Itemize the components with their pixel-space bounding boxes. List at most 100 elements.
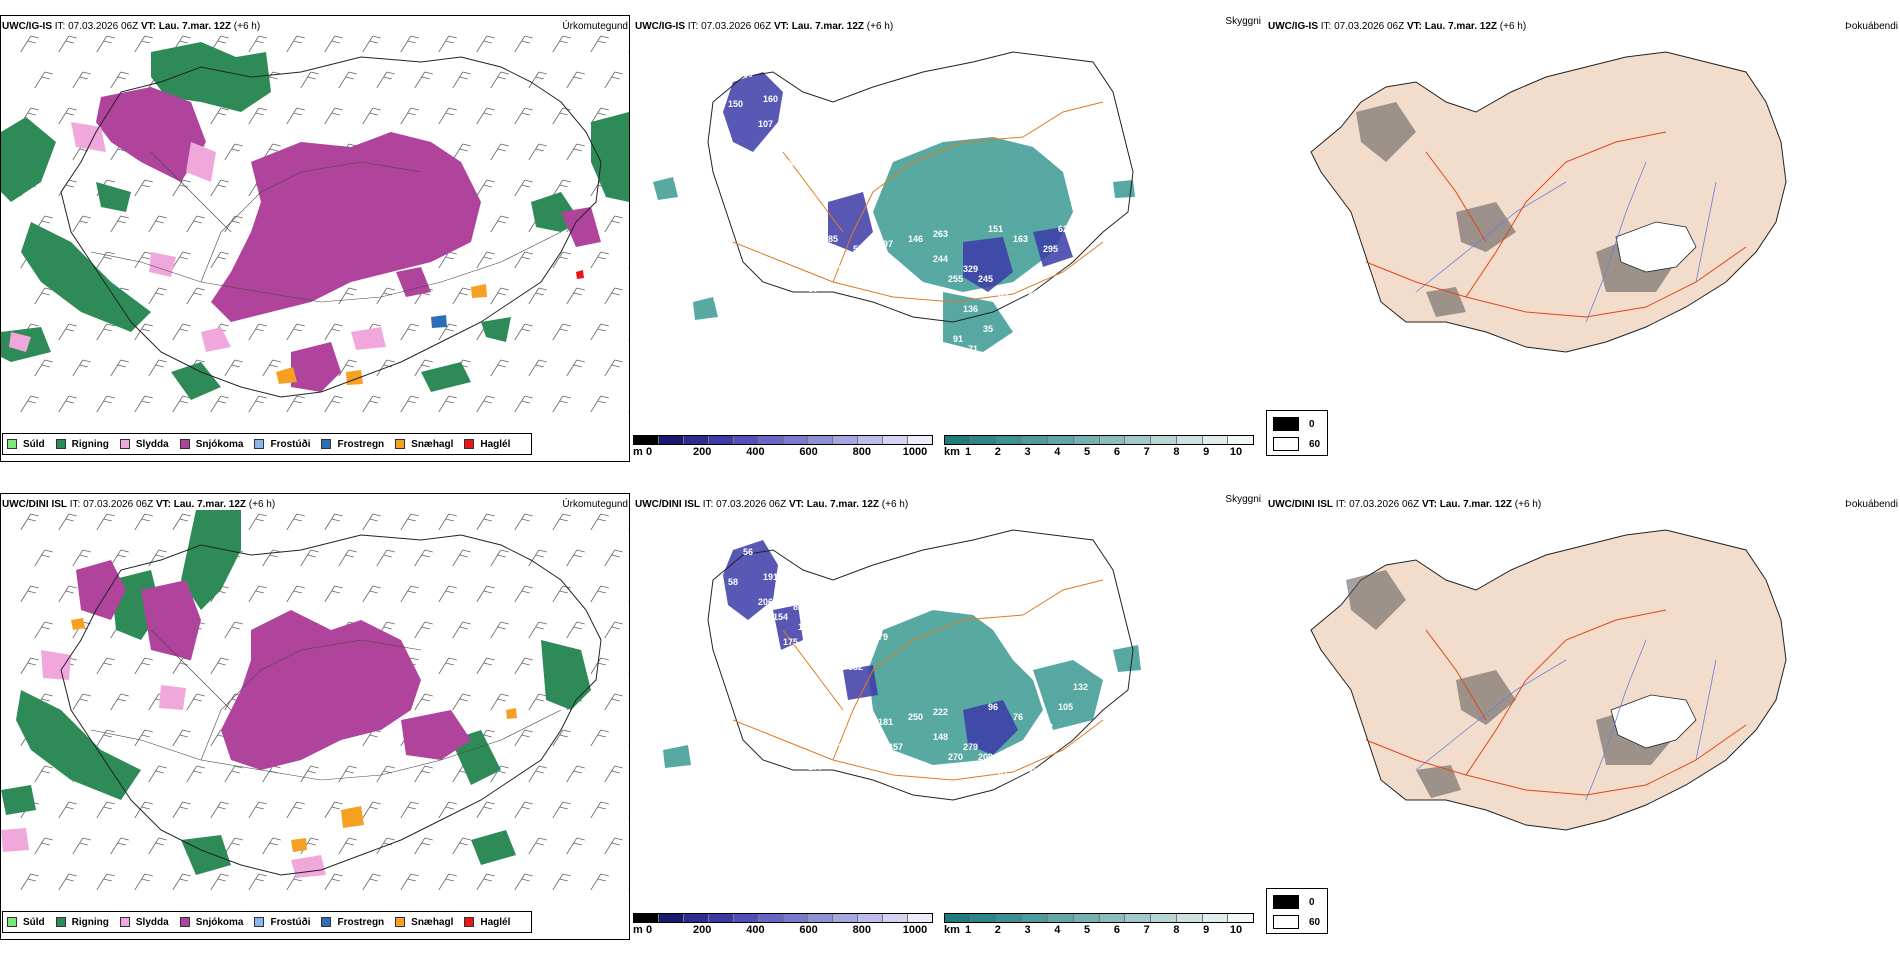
vt-label: VT:: [155, 499, 171, 510]
ceiling-label: 182: [853, 314, 868, 324]
coastline: [707, 51, 1134, 323]
ceiling-label: 83: [963, 782, 973, 792]
legend-swatch: [254, 439, 265, 449]
ceiling-label: 139: [983, 802, 998, 812]
ceiling-label: 532: [848, 662, 863, 672]
ceiling-label: 91: [933, 802, 943, 812]
ceiling-label: 57: [853, 244, 863, 254]
colorbar-tick-label: 200: [693, 446, 712, 458]
hail-areas: [576, 270, 584, 279]
fog-swatch: [1273, 915, 1299, 929]
rivers: [1415, 161, 1717, 323]
height-ticks: 0 200 400 600 800 1000: [633, 924, 933, 938]
panel-title: UWC/DINI ISL IT: 07.03.2026 06Z VT: Lau.…: [1268, 499, 1541, 510]
ceiling-label: 352: [798, 144, 813, 154]
colorbar-segment: [970, 436, 997, 444]
vt-value: Lau. 7.mar. 12Z: [158, 21, 232, 32]
colorbar-segment: [783, 436, 809, 444]
fog-swatch: [1273, 895, 1299, 909]
roads: [90, 629, 562, 781]
ceiling-label: 279: [963, 742, 978, 752]
lead-time: (+6 h): [1499, 21, 1527, 32]
fog-legend-label: 60: [1309, 438, 1321, 450]
colorbar-tick-label: 4: [1054, 446, 1061, 458]
visibility-colorbar: [944, 435, 1254, 445]
ceiling-label: 177: [808, 762, 823, 772]
visibility-ticks: 1 2 3 4 5 6 7 8 9 10: [944, 446, 1254, 460]
fog-legend-label: 0: [1309, 418, 1315, 430]
ceiling-label: 105: [1058, 702, 1073, 712]
parameter-label: Þokuábendi: [1845, 499, 1898, 510]
colorbar-segment: [1176, 436, 1203, 444]
ceiling-label: 45: [933, 324, 943, 334]
colorbar-segment: [1125, 436, 1151, 444]
colorbar-tick-label: 5: [1084, 924, 1091, 936]
ceiling-label: 120: [773, 134, 788, 144]
ceiling-label: 139: [773, 229, 788, 239]
legend-hail: Haglél: [464, 439, 510, 450]
colorbar-tick-label: 4: [1054, 924, 1061, 936]
glacier-white: [1615, 221, 1697, 273]
colorbar-tick-label: 200: [693, 924, 712, 936]
legend-label: Snæhagl: [411, 916, 454, 928]
lead-time: (+6 h): [881, 499, 909, 510]
colorbar-tick-label: 3: [1024, 924, 1031, 936]
rivers: [1415, 639, 1717, 801]
fog-gray-areas: [1356, 102, 1676, 317]
legend-freezing-drizzle: Frostúði: [254, 439, 310, 450]
ceiling-label: 626: [1058, 224, 1073, 234]
legend-label: Frostregn: [337, 438, 385, 450]
legend-swatch: [7, 439, 17, 449]
ceiling-label: 176: [853, 722, 868, 732]
ceiling-label: 169: [808, 652, 823, 662]
ceiling-label: 96: [853, 792, 863, 802]
ceiling-label: 245: [978, 274, 993, 284]
legend-drizzle: Súld: [7, 439, 45, 450]
legend-snow: Snjókoma: [179, 438, 244, 450]
colorbar-segment: [1073, 436, 1100, 444]
colorbar-segment: [858, 436, 884, 444]
precip-type-map: [1, 510, 629, 891]
it-value: 07.03.2026 06Z: [701, 21, 772, 32]
forecast-row-ig: UWC/IG-IS IT: 07.03.2026 06Z VT: Lau. 7.…: [0, 0, 1900, 475]
ceiling-label: 2: [1103, 174, 1108, 184]
ceiling-label: 154: [773, 612, 788, 622]
parameter-label: Úrkomutegund: [562, 499, 628, 510]
colorbar-segment: [1202, 436, 1229, 444]
legend-label: Súld: [23, 916, 45, 928]
coastline: [60, 534, 602, 876]
precip-type-legend: Súld Rigning Slydda Snjókoma Frostúði Fr…: [2, 433, 532, 455]
ceiling-label: 179: [873, 632, 888, 642]
colorbar-segment: [1022, 914, 1048, 922]
ceiling-label: 77: [848, 184, 858, 194]
ceiling-label: 80: [743, 69, 753, 79]
fog-swatch: [1273, 437, 1299, 451]
colorbar-segment: [1022, 436, 1048, 444]
roads: [1365, 609, 1747, 796]
colorbar-tick-label: 400: [746, 446, 765, 458]
glacier-white: [1610, 694, 1697, 749]
legend-label: Frostúði: [270, 438, 311, 450]
panel-title: UWC/IG-IS IT: 07.03.2026 06Z VT: Lau. 7.…: [2, 21, 260, 32]
ceiling-label: 191: [763, 572, 778, 582]
legend-snow-pellets: Snæhagl: [395, 917, 453, 928]
height-ticks: 0 200 400 600 800 1000: [633, 446, 933, 460]
legend-sleet: Slydda: [119, 438, 169, 450]
lead-time: (+6 h): [248, 499, 276, 510]
ceiling-label: 121: [838, 742, 853, 752]
fog-legend: 0 60: [1266, 888, 1328, 934]
model-name: UWC/IG-IS: [1268, 21, 1318, 32]
colorbar-segment: [1151, 436, 1177, 444]
rain-areas: [1, 510, 591, 875]
colorbar-segment: [1125, 914, 1151, 922]
colorbar-segment: [1048, 436, 1074, 444]
colorbar-tick-label: 8: [1173, 446, 1180, 458]
legend-snow: Snjókoma: [179, 917, 243, 928]
ceiling-label: 131: [888, 264, 903, 274]
colorbar-tick-label: 6: [1113, 446, 1120, 458]
visibility-panel: UWC/DINI ISL IT: 07.03.2026 06Z VT: Lau.…: [633, 478, 1265, 940]
colorbar-segment: [1202, 914, 1229, 922]
legend-label: Slydda: [135, 438, 169, 450]
ceiling-label: 85: [763, 209, 773, 219]
legend-label: Snjókoma: [195, 438, 244, 450]
